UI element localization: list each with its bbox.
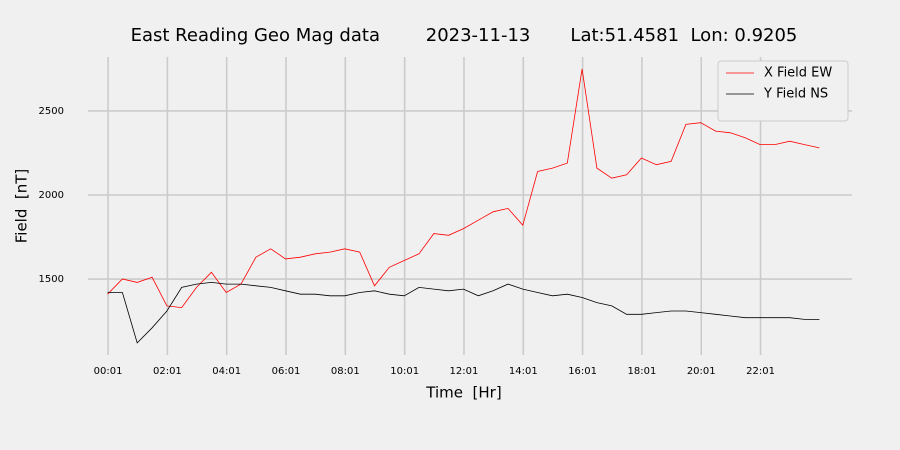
x-tick-label: 14:01 (509, 366, 538, 377)
plot-lines (107, 68, 820, 344)
y-tick-label: 1500 (39, 274, 64, 285)
x-tick-label: 02:01 (153, 366, 182, 377)
y-axis-label: Field [nT] (13, 169, 31, 244)
data-line (107, 281, 820, 344)
x-tick-label: 22:01 (746, 366, 775, 377)
x-tick-label: 20:01 (687, 366, 716, 377)
y-tick-label: 2000 (39, 190, 64, 201)
chart-title: East Reading Geo Mag data 2023-11-13 Lat… (131, 25, 798, 46)
legend-label: Y Field NS (763, 87, 828, 102)
legend-box (717, 60, 849, 122)
x-tick-label: 18:01 (628, 366, 657, 377)
x-tick-label: 00:01 (94, 366, 123, 377)
x-tick-label: 16:01 (568, 366, 597, 377)
legend-label: X Field EW (764, 66, 832, 81)
x-tick-label: 08:01 (331, 366, 360, 377)
x-axis-label: Time [Hr] (425, 384, 501, 402)
data-line (107, 68, 820, 309)
legend: X Field EW Y Field NS (717, 60, 849, 122)
x-tick-label: 12:01 (450, 366, 479, 377)
x-tick-label: 04:01 (212, 366, 241, 377)
x-tick-label: 06:01 (272, 366, 301, 377)
x-tick-label: 10:01 (390, 366, 419, 377)
y-tick-label: 2500 (39, 106, 64, 117)
